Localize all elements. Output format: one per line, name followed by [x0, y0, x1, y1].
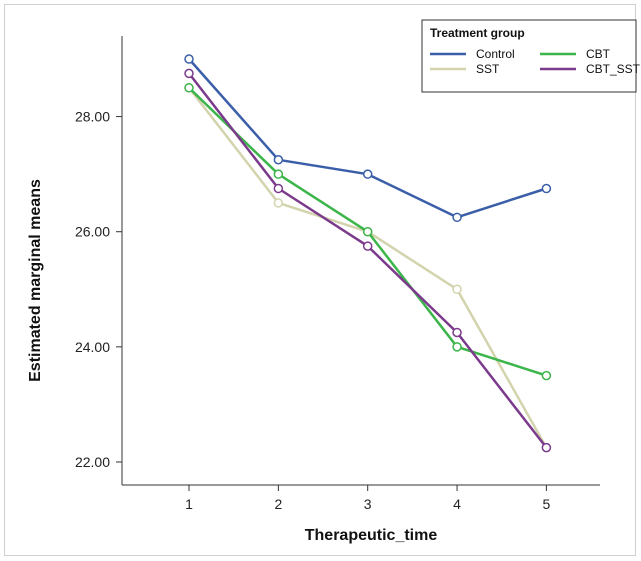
- y-axis-title: Estimated marginal means: [27, 179, 44, 382]
- x-ticks: 1 2 3 4 5: [185, 485, 550, 512]
- data-point-control: [273, 155, 284, 165]
- data-point-cbt: [452, 342, 462, 352]
- axes: [121, 36, 600, 486]
- legend-items: Control CBT SST CBT_SST: [430, 47, 641, 76]
- x-tick-label: 4: [453, 496, 461, 512]
- x-tick-label: 5: [542, 496, 550, 512]
- legend: Treatment group Control CBT SST CBT_SST: [421, 19, 641, 93]
- legend-label: CBT: [586, 47, 611, 61]
- legend-item-cbt-sst: CBT_SST: [540, 62, 641, 76]
- series-line-cbt-sst: [188, 72, 548, 449]
- legend-item-control: Control: [430, 47, 515, 61]
- y-tick-label: 24.00: [75, 339, 110, 355]
- legend-label: Control: [476, 47, 515, 61]
- y-tick-label: 28.00: [75, 109, 110, 125]
- legend-label: SST: [476, 62, 500, 76]
- data-point-control: [541, 183, 552, 194]
- data-point-cbt: [273, 169, 284, 179]
- chart-frame: [4, 4, 636, 556]
- data-point-sst: [452, 284, 462, 295]
- y-ticks: 22.00 24.00 26.00 28.00: [75, 109, 122, 470]
- y-tick-label: 26.00: [75, 224, 110, 240]
- data-point-cbt: [184, 83, 194, 93]
- legend-label: CBT_SST: [586, 62, 641, 76]
- series-cbt-sst: [184, 68, 552, 453]
- data-point-control: [452, 212, 462, 223]
- legend-item-sst: SST: [430, 62, 500, 76]
- x-tick-label: 3: [364, 496, 372, 512]
- y-tick-label: 22.00: [75, 454, 110, 470]
- series-layer: [184, 54, 552, 453]
- legend-item-cbt: CBT: [540, 47, 611, 61]
- x-tick-label: 1: [185, 496, 193, 512]
- data-point-cbt-sst: [184, 68, 194, 79]
- data-point-cbt-sst: [362, 241, 373, 251]
- data-point-control: [362, 169, 373, 179]
- data-point-sst: [273, 198, 284, 208]
- legend-box: [421, 19, 637, 93]
- data-point-control: [184, 54, 194, 64]
- legend-title: Treatment group: [430, 26, 525, 40]
- series-control: [184, 54, 552, 223]
- x-axis-title: Therapeutic_time: [305, 527, 438, 544]
- data-point-cbt-sst: [452, 327, 462, 338]
- data-point-cbt-sst: [273, 183, 284, 194]
- data-point-cbt: [541, 370, 552, 381]
- data-point-cbt: [362, 226, 373, 237]
- series-cbt: [184, 83, 552, 381]
- x-tick-label: 2: [274, 496, 282, 512]
- data-point-cbt-sst: [541, 442, 552, 453]
